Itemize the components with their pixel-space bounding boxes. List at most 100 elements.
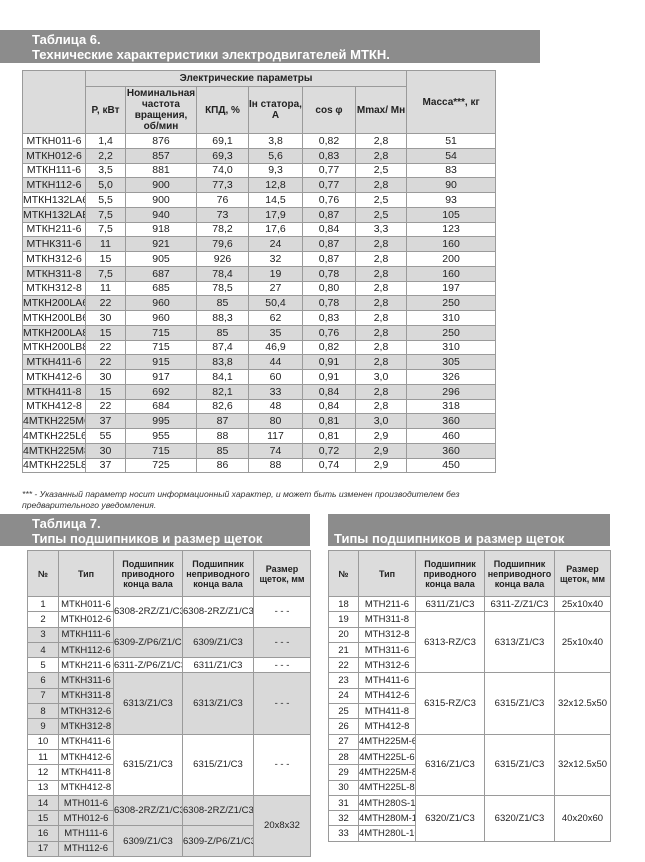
- cell-current: 9,3: [248, 162, 303, 179]
- cell-type: МТН411-8: [358, 703, 416, 720]
- cell-speed: 715: [125, 324, 197, 341]
- cell-cos-phi: 0,83: [302, 147, 356, 164]
- table-row: 20 МТН312-8: [328, 626, 611, 643]
- cell-type: 4МТН280S-10: [358, 794, 416, 812]
- table-row: МТКН311-8 7,5 687 78,4 19 0,78 2,8 160: [22, 265, 497, 282]
- cell-cos-phi: 0,77: [302, 177, 356, 193]
- cell-speed: 960: [125, 310, 197, 326]
- cell-current: 44: [248, 354, 303, 370]
- cell-torque-ratio: 2,8: [354, 280, 408, 297]
- cell-number: 14: [27, 794, 59, 812]
- cell-torque-ratio: 2,9: [354, 442, 408, 459]
- cell-type: МТКН012-6: [58, 611, 114, 628]
- footnote: *** - Указанный параметр носит информаци…: [22, 489, 460, 510]
- header-brush-size: Размер щеток, мм: [554, 550, 611, 597]
- cell-power: 2,2: [85, 147, 126, 164]
- cell-type: МТКН312-8: [58, 718, 114, 735]
- cell-number: 11: [27, 748, 59, 766]
- cell-mass: 450: [406, 457, 497, 474]
- cell-model: 4МТКН225L8: [22, 457, 86, 474]
- cell-current: 17,9: [248, 206, 303, 223]
- cell-model: МТКН132LA6: [22, 192, 86, 208]
- cell-model: МТКН412-6: [22, 369, 86, 385]
- cell-brush-size: - - -: [253, 626, 311, 659]
- table-row: 24 МТН412-6: [328, 687, 611, 705]
- cell-speed: 687: [125, 265, 197, 282]
- cell-nondrive-bearing: 6315/Z1/C3: [484, 672, 555, 735]
- cell-power: 5,5: [85, 192, 126, 208]
- cell-brush-size: 32x12.5x50: [554, 672, 611, 735]
- header-efficiency: КПД, %: [196, 86, 249, 134]
- table-row: 11 МТКН412-6: [27, 748, 311, 766]
- cell-type: МТН412-6: [358, 687, 416, 705]
- cell-power: 22: [85, 339, 126, 356]
- table-row: МТКН112-6 5,0 900 77,3 12,8 0,77 2,8 90: [22, 177, 497, 193]
- cell-drive-bearing: 6316/Z1/C3: [415, 733, 485, 796]
- cell-model: МТНК311-6: [22, 236, 86, 252]
- cell-speed: 715: [125, 339, 197, 356]
- cell-power: 30: [85, 310, 126, 326]
- cell-cos-phi: 0,87: [302, 251, 356, 267]
- cell-mass: 310: [406, 339, 497, 356]
- cell-efficiency: 85: [196, 442, 249, 459]
- cell-torque-ratio: 2,8: [354, 133, 408, 149]
- table-row: 2 МТКН012-6: [27, 611, 311, 628]
- cell-speed: 725: [125, 457, 197, 474]
- cell-type: МТН412-8: [358, 718, 416, 735]
- cell-torque-ratio: 2,5: [354, 206, 408, 223]
- cell-number: 32: [328, 810, 359, 827]
- cell-speed: 940: [125, 206, 197, 223]
- cell-cos-phi: 0,91: [302, 354, 356, 370]
- cell-torque-ratio: 2,8: [354, 398, 408, 415]
- cell-number: 26: [328, 718, 359, 735]
- header-row: № Тип Подшипник приводного конца вала Подши…: [328, 550, 611, 597]
- cell-current: 17,6: [248, 221, 303, 238]
- cell-brush-size: - - -: [253, 596, 311, 628]
- cell-drive-bearing: 6308-2RZ/Z1/C3: [113, 794, 183, 827]
- table-row: МТКН412-6 30 917 84,1 60 0,91 3,0 326: [22, 369, 497, 385]
- table-row: МТКН132LAB 7,5 940 73 17,9 0,87 2,5 105: [22, 206, 497, 223]
- cell-number: 3: [27, 626, 59, 643]
- cell-cos-phi: 0,84: [302, 398, 356, 415]
- cell-efficiency: 69,1: [196, 133, 249, 149]
- cell-mass: 296: [406, 383, 497, 400]
- cell-torque-ratio: 3,0: [354, 413, 408, 429]
- cell-number: 28: [328, 748, 359, 766]
- cell-speed: 900: [125, 177, 197, 193]
- cell-number: 30: [328, 779, 359, 796]
- cell-model: МТКН411-6: [22, 354, 86, 370]
- cell-power: 3,5: [85, 162, 126, 179]
- cell-power: 7,5: [85, 265, 126, 282]
- cell-current: 19: [248, 265, 303, 282]
- table-row: 12 МТКН411-8: [27, 764, 311, 781]
- cell-model: МТКН200LA6: [22, 295, 86, 311]
- table-row: 17 МТН112-6: [27, 840, 311, 858]
- table-row: 28 4МТН225L-6: [328, 748, 611, 766]
- cell-mass: 305: [406, 354, 497, 370]
- table-row: 23 МТН411-6 6315-RZ/C3 6315/Z1/C3 32x12.5x50: [328, 672, 611, 735]
- cell-brush-size: - - -: [253, 733, 311, 796]
- cell-efficiency: 85: [196, 295, 249, 311]
- cell-nondrive-bearing: 6308-2RZ/Z1/C3: [182, 794, 254, 827]
- cell-number: 16: [27, 825, 59, 842]
- cell-brush-size: 32x12.5x50: [554, 733, 611, 796]
- cell-efficiency: 69,3: [196, 147, 249, 164]
- cell-number: 6: [27, 672, 59, 689]
- table-row: МТКН200LA8 15 715 85 35 0,76 2,8 250: [22, 324, 497, 341]
- cell-current: 5,6: [248, 147, 303, 164]
- cell-type: МТКН412-8: [58, 779, 114, 796]
- cell-cos-phi: 0,81: [302, 413, 356, 429]
- cell-model: МТКН311-8: [22, 265, 86, 282]
- cell-number: 21: [328, 641, 359, 659]
- cell-efficiency: 82,1: [196, 383, 249, 400]
- cell-model: МТКН132LAB: [22, 206, 86, 223]
- cell-speed: 881: [125, 162, 197, 179]
- cell-torque-ratio: 2,8: [354, 295, 408, 311]
- cell-brush-size: 20x8x32: [253, 794, 311, 858]
- cell-model: МТКН412-8: [22, 398, 86, 415]
- cell-cos-phi: 0,76: [302, 192, 356, 208]
- table-row: МТКН411-6 22 915 83,8 44 0,91 2,8 305: [22, 354, 497, 370]
- cell-current: 48: [248, 398, 303, 415]
- cell-type: 4МТН225L-8: [358, 779, 416, 796]
